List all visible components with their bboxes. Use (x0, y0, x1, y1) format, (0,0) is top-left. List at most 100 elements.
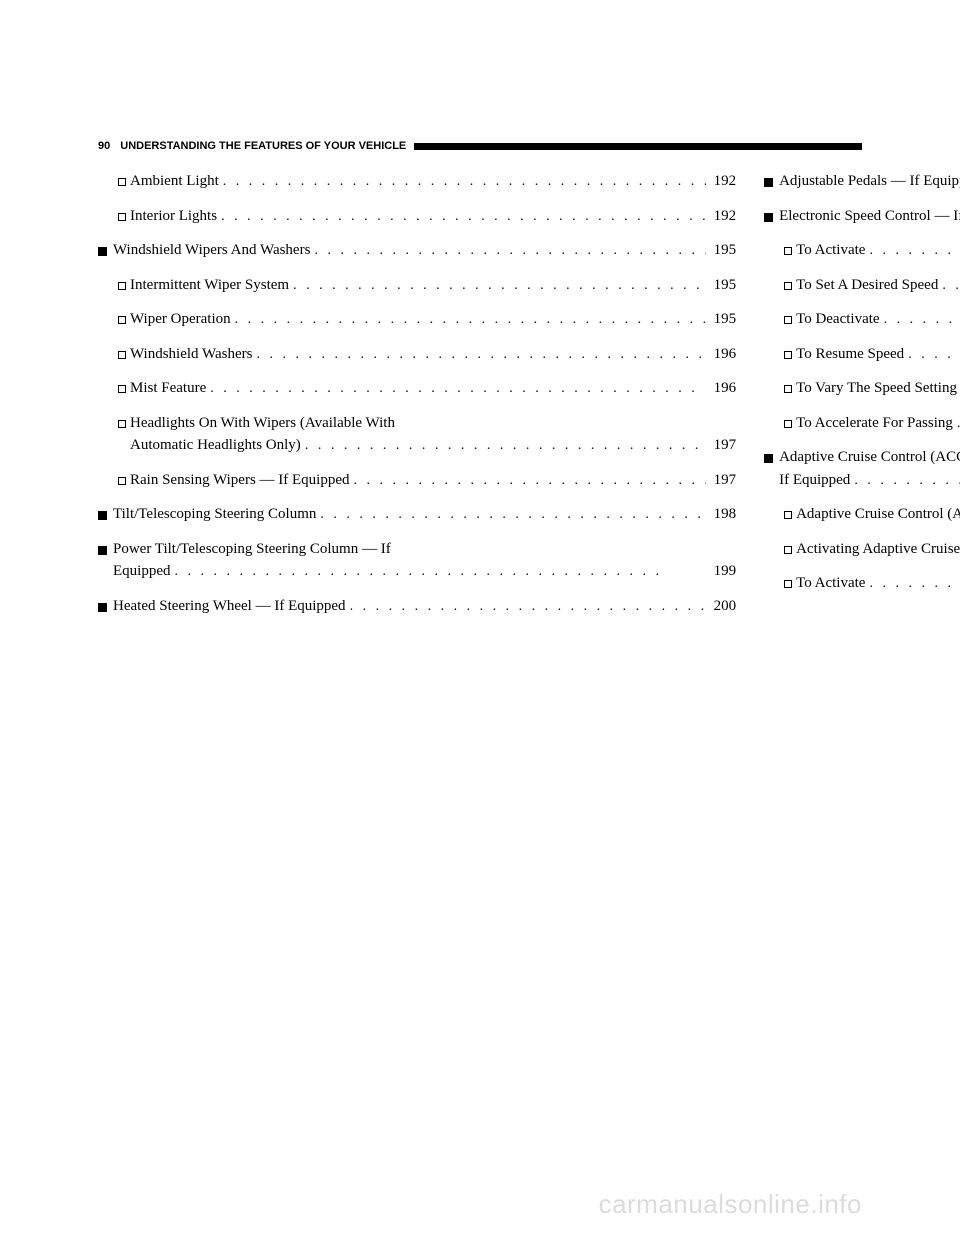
toc-entry-text: Heated Steering Wheel — If Equipped (113, 595, 346, 618)
toc-dots: . . . . . . . . . . . . . . . . . . . . … (904, 344, 960, 365)
square-bullet-icon (98, 511, 107, 520)
outline-bullet-icon (118, 477, 126, 485)
outline-bullet-icon (784, 385, 792, 393)
square-bullet-icon (98, 603, 107, 612)
toc-entry: To Activate. . . . . . . . . . . . . . .… (764, 239, 960, 262)
toc-entry-text: Headlights On With Wipers (Available Wit… (130, 412, 395, 435)
toc-dots: . . . . . . . . . . . . . . . . . . . . … (289, 275, 706, 296)
toc-entry-text: To Accelerate For Passing (796, 412, 953, 435)
toc-dots: . . . . . . . . . . . . . . . . . . . . … (231, 309, 706, 330)
toc-dots: . . . . . . . . . . . . . . . . . . . . … (850, 470, 960, 491)
toc-page-ref: 195 (706, 239, 736, 262)
square-bullet-icon (98, 247, 107, 256)
toc-dots: . . . . . . . . . . . . . . . . . . . . … (171, 561, 707, 582)
toc-multiline: Power Tilt/Telescoping Steering Column —… (113, 538, 736, 583)
toc-entry: Tilt/Telescoping Steering Column. . . . … (98, 503, 736, 526)
toc-entry-text: Adaptive Cruise Control (ACC) — (779, 446, 960, 469)
toc-columns: Ambient Light. . . . . . . . . . . . . .… (98, 170, 862, 629)
toc-multiline: Adaptive Cruise Control (ACC) —If Equipp… (779, 446, 960, 491)
toc-entry-text: Windshield Washers (130, 343, 252, 366)
toc-entry: Windshield Washers. . . . . . . . . . . … (98, 343, 736, 366)
toc-entry-text: Adaptive Cruise Control (ACC) Operation (796, 503, 960, 526)
toc-entry-text: To Set A Desired Speed (796, 274, 938, 297)
toc-entry: Wiper Operation. . . . . . . . . . . . .… (98, 308, 736, 331)
toc-page-ref: 197 (706, 434, 736, 457)
toc-entry: To Set A Desired Speed. . . . . . . . . … (764, 274, 960, 297)
outline-bullet-icon (784, 247, 792, 255)
toc-entry: Intermittent Wiper System. . . . . . . .… (98, 274, 736, 297)
toc-entry: Electronic Speed Control — If Equipped. … (764, 205, 960, 228)
toc-entry-text: Wiper Operation (130, 308, 231, 331)
square-bullet-icon (764, 178, 773, 187)
toc-dots: . . . . . . . . . . . . . . . . . . . . … (316, 504, 706, 525)
outline-bullet-icon (118, 178, 126, 186)
toc-entry-text: To Activate (796, 572, 865, 595)
toc-dots: . . . . . . . . . . . . . . . . . . . . … (217, 206, 706, 227)
toc-entry: Mist Feature. . . . . . . . . . . . . . … (98, 377, 736, 400)
toc-entry-text: Power Tilt/Telescoping Steering Column —… (113, 538, 391, 561)
outline-bullet-icon (784, 546, 792, 554)
toc-multiline: Headlights On With Wipers (Available Wit… (130, 412, 736, 457)
outline-bullet-icon (784, 580, 792, 588)
left-column: Ambient Light. . . . . . . . . . . . . .… (98, 170, 736, 629)
outline-bullet-icon (784, 511, 792, 519)
toc-page-ref: 197 (706, 469, 736, 492)
section-title: UNDERSTANDING THE FEATURES OF YOUR VEHIC… (120, 140, 406, 152)
outline-bullet-icon (118, 351, 126, 359)
toc-entry: Headlights On With Wipers (Available Wit… (98, 412, 736, 457)
toc-page-ref: 196 (706, 377, 736, 400)
toc-dots: . . . . . . . . . . . . . . . . . . . . … (219, 171, 706, 192)
toc-entry-text: To Vary The Speed Setting (796, 377, 957, 400)
toc-entry: Adjustable Pedals — If Equipped. . . . .… (764, 170, 960, 193)
toc-entry: Adaptive Cruise Control (ACC) Operation.… (764, 503, 960, 526)
toc-entry-text: Windshield Wipers And Washers (113, 239, 310, 262)
toc-page-ref: 192 (706, 170, 736, 193)
right-column: Adjustable Pedals — If Equipped. . . . .… (764, 170, 960, 629)
toc-entry: To Deactivate. . . . . . . . . . . . . .… (764, 308, 960, 331)
toc-entry-text: Tilt/Telescoping Steering Column (113, 503, 316, 526)
toc-entry-text: Intermittent Wiper System (130, 274, 289, 297)
outline-bullet-icon (784, 351, 792, 359)
toc-dots: . . . . . . . . . . . . . . . . . . . . … (880, 309, 960, 330)
toc-dots: . . . . . . . . . . . . . . . . . . . . … (301, 435, 706, 456)
toc-page-ref: 200 (706, 595, 736, 618)
toc-entry-text: Equipped (113, 560, 171, 583)
toc-dots: . . . . . . . . . . . . . . . . . . . . … (252, 344, 706, 365)
toc-entry-text: Ambient Light (130, 170, 219, 193)
header-row: 90 UNDERSTANDING THE FEATURES OF YOUR VE… (98, 140, 862, 152)
watermark: carmanualsonline.info (599, 1189, 862, 1220)
toc-entry-text: Rain Sensing Wipers — If Equipped (130, 469, 350, 492)
outline-bullet-icon (784, 282, 792, 290)
outline-bullet-icon (784, 316, 792, 324)
toc-entry: Interior Lights. . . . . . . . . . . . .… (98, 205, 736, 228)
toc-page-ref: 198 (706, 503, 736, 526)
toc-dots: . . . . . . . . . . . . . . . . . . . . … (865, 240, 960, 261)
toc-dots: . . . . . . . . . . . . . . . . . . . . … (953, 413, 960, 434)
toc-entry-text: Electronic Speed Control — If Equipped (779, 205, 960, 228)
square-bullet-icon (764, 213, 773, 222)
toc-dots: . . . . . . . . . . . . . . . . . . . . … (938, 275, 960, 296)
toc-entry: Heated Steering Wheel — If Equipped. . .… (98, 595, 736, 618)
outline-bullet-icon (118, 420, 126, 428)
toc-dots: . . . . . . . . . . . . . . . . . . . . … (310, 240, 706, 261)
page-container: 90 UNDERSTANDING THE FEATURES OF YOUR VE… (0, 0, 960, 629)
toc-entry: Power Tilt/Telescoping Steering Column —… (98, 538, 736, 583)
toc-entry-text: If Equipped (779, 469, 850, 492)
toc-entry: To Resume Speed. . . . . . . . . . . . .… (764, 343, 960, 366)
square-bullet-icon (764, 454, 773, 463)
toc-entry: Activating Adaptive Cruise Control (ACC)… (764, 538, 960, 561)
toc-entry: To Vary The Speed Setting. . . . . . . .… (764, 377, 960, 400)
outline-bullet-icon (118, 213, 126, 221)
toc-entry: Adaptive Cruise Control (ACC) —If Equipp… (764, 446, 960, 491)
toc-entry-text: Interior Lights (130, 205, 217, 228)
toc-page-ref: 192 (706, 205, 736, 228)
page-number: 90 (98, 140, 110, 152)
toc-entry: Rain Sensing Wipers — If Equipped. . . .… (98, 469, 736, 492)
toc-dots: . . . . . . . . . . . . . . . . . . . . … (206, 378, 706, 399)
toc-dots: . . . . . . . . . . . . . . . . . . . . … (346, 596, 707, 617)
toc-dots: . . . . . . . . . . . . . . . . . . . . … (865, 573, 960, 594)
toc-page-ref: 199 (706, 560, 736, 583)
outline-bullet-icon (118, 282, 126, 290)
toc-page-ref: 196 (706, 343, 736, 366)
header-bar (414, 143, 862, 150)
